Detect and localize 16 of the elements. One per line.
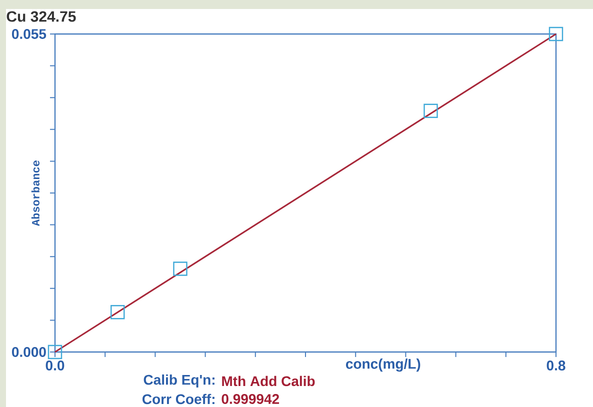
x-tick-label: 0.0 bbox=[46, 360, 64, 370]
text: Mth Add Calib bbox=[222, 376, 315, 386]
y-tick-label: 0.055 bbox=[12, 29, 46, 39]
point bbox=[424, 104, 438, 118]
x-axis-title: conc(mg/L) bbox=[346, 358, 420, 372]
x-tick-label: 0.8 bbox=[546, 360, 566, 370]
chart-title: Cu 324.75 bbox=[6, 11, 76, 22]
point bbox=[110, 305, 125, 320]
text: Calib Eq'n: bbox=[144, 374, 214, 388]
point bbox=[173, 262, 188, 276]
point bbox=[48, 344, 62, 360]
y-tick-label: 0.000 bbox=[12, 347, 46, 357]
y-axis-title: Absorbance bbox=[31, 160, 40, 226]
point bbox=[548, 26, 564, 42]
text: Corr Coeff: bbox=[142, 394, 214, 404]
text: 0.999942 bbox=[222, 394, 280, 404]
